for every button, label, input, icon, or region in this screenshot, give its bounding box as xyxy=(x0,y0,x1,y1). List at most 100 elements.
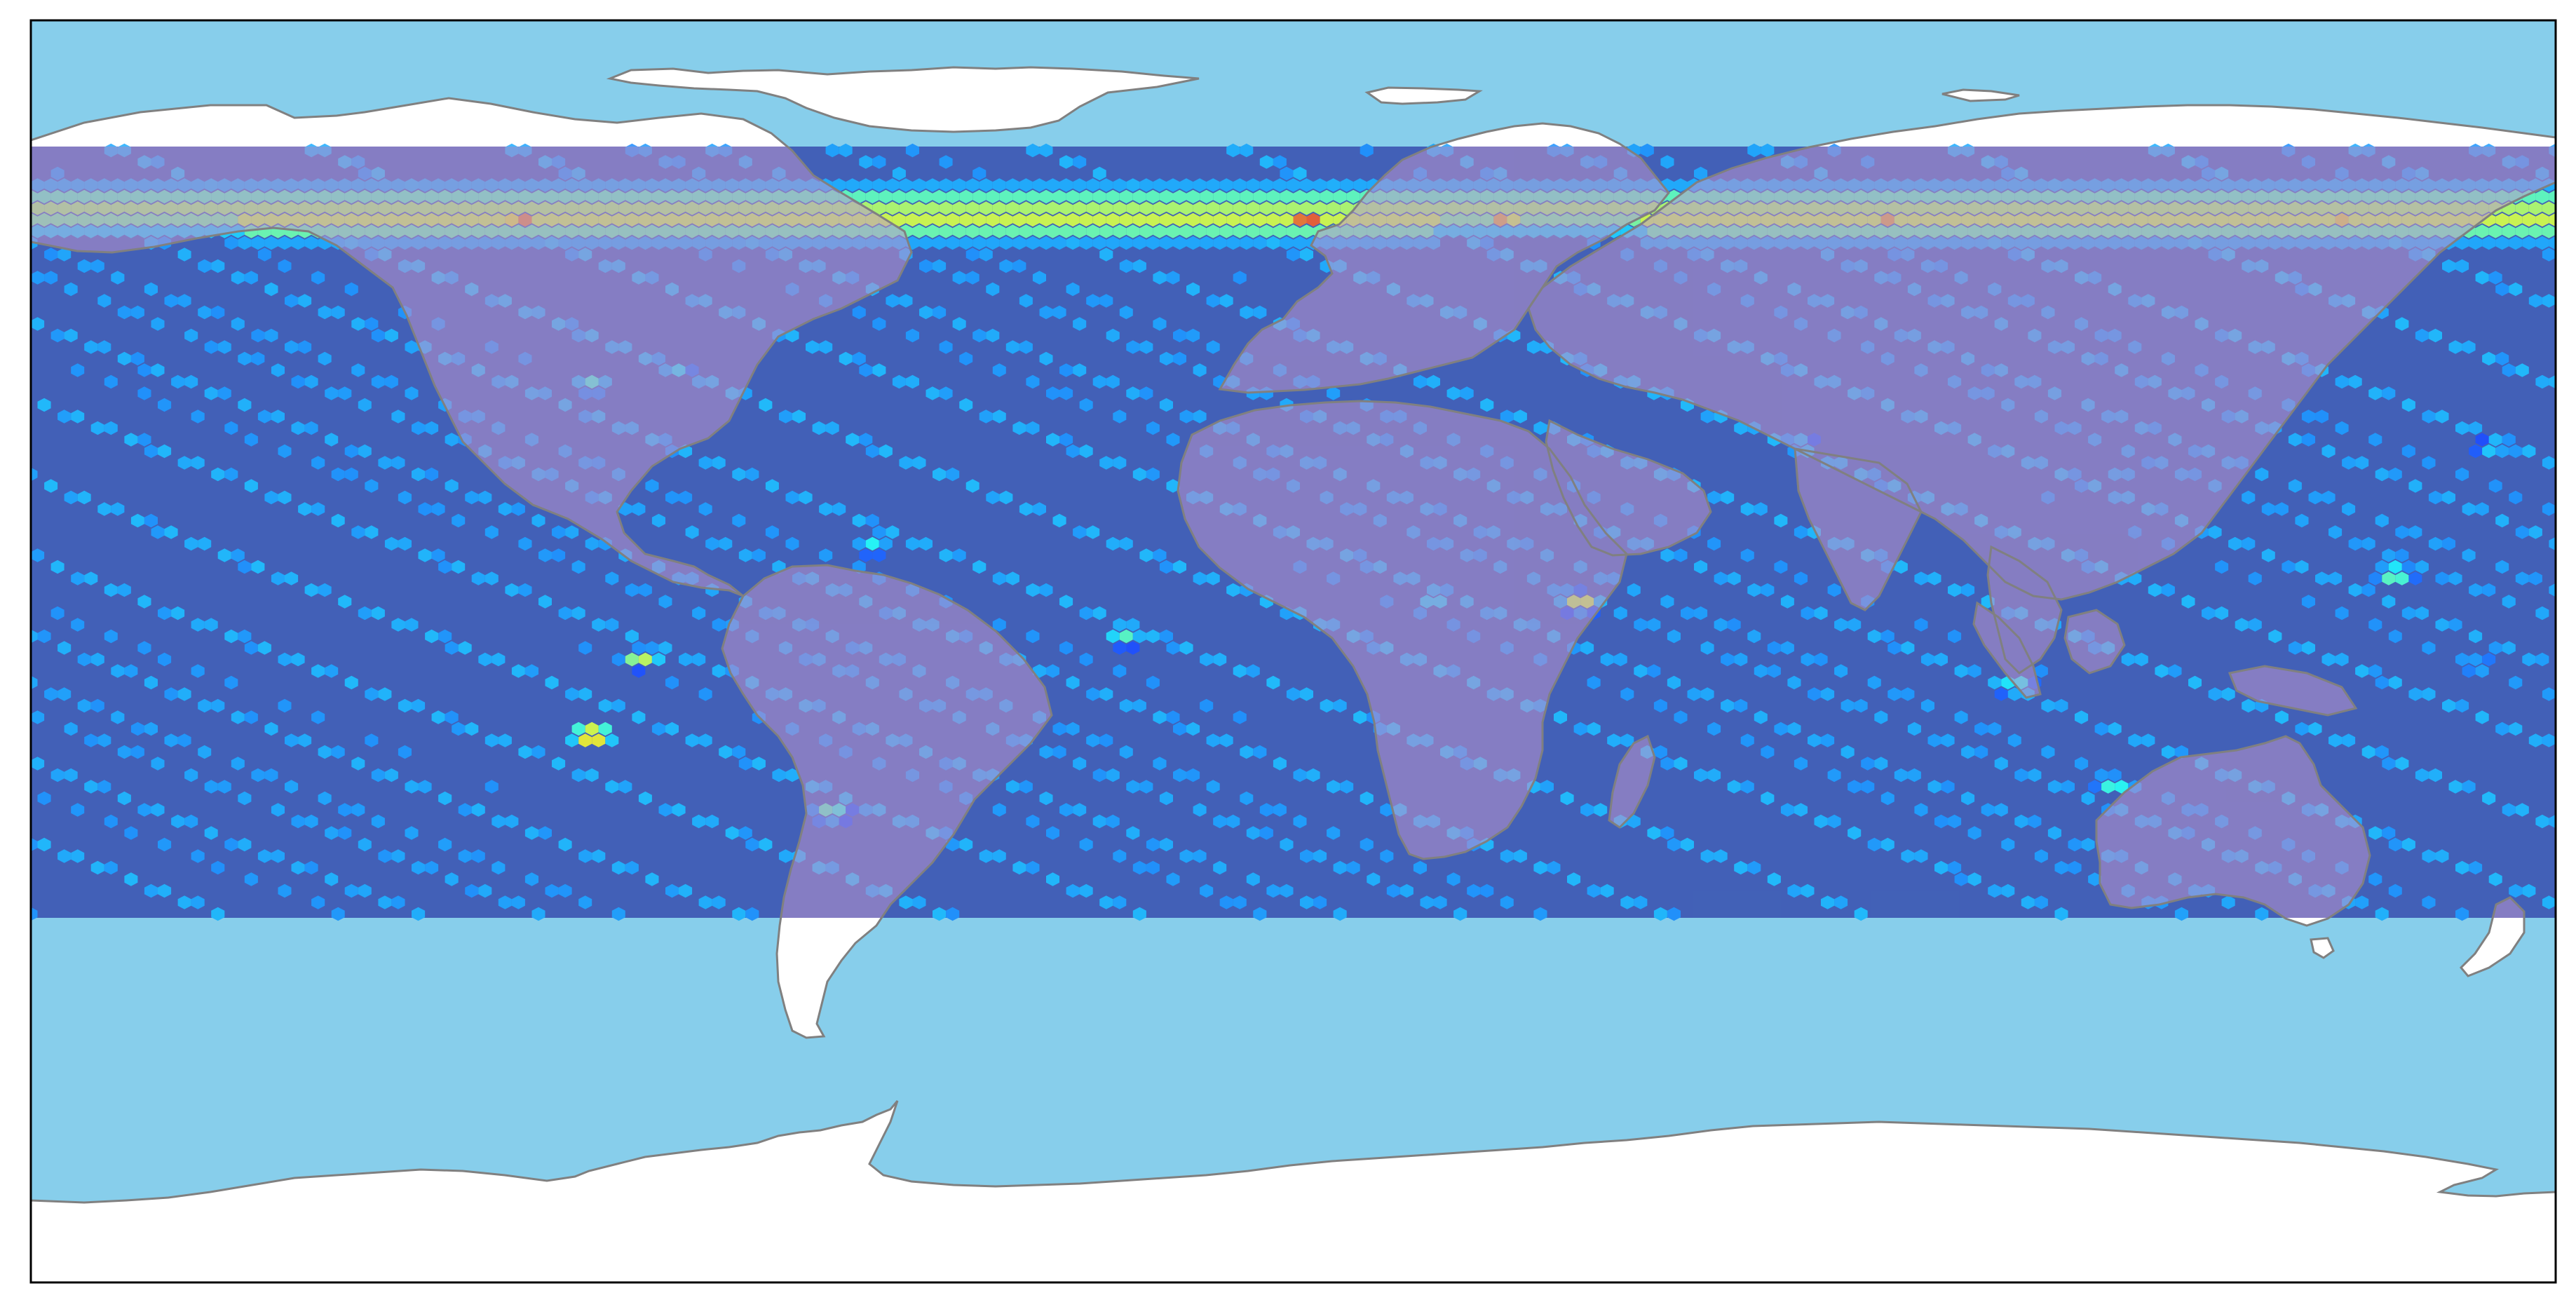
hexbin-cell xyxy=(765,525,779,539)
hexbin-cell xyxy=(177,456,191,470)
hexbin-cell xyxy=(438,791,452,806)
hexbin-cell xyxy=(1073,178,1087,192)
hexbin-cell xyxy=(117,305,131,320)
hexbin-cell xyxy=(1627,583,1641,597)
hexbin-cell xyxy=(1313,178,1327,192)
hexbin-cell xyxy=(1233,201,1247,215)
hexbin-cell xyxy=(1533,907,1547,921)
hexbin-cell xyxy=(365,687,379,701)
hexbin-cell xyxy=(325,826,339,840)
hexbin-cell xyxy=(759,837,773,852)
hexbin-cell xyxy=(378,687,392,701)
hexbin-cell xyxy=(1219,224,1233,238)
hexbin-cell xyxy=(933,212,947,227)
hexbin-cell xyxy=(311,664,325,678)
hexbin-cell xyxy=(1727,571,1741,585)
hexbin-cell xyxy=(211,467,225,482)
hexbin-cell xyxy=(1153,178,1167,192)
hexbin-cell xyxy=(1226,236,1240,250)
hexbin-cell xyxy=(50,606,65,621)
hexbin-cell xyxy=(1967,872,1981,886)
hexbin-cell xyxy=(1674,178,1688,192)
hexbin-cell xyxy=(1874,710,1888,724)
hexbin-cell xyxy=(137,363,151,377)
hexbin-cell xyxy=(1226,189,1240,204)
hexbin-cell xyxy=(198,698,212,713)
hexbin-cell xyxy=(1139,780,1153,794)
hexbin-cell xyxy=(1019,340,1033,354)
hexbin-cell xyxy=(672,803,686,817)
hexbin-cell xyxy=(1767,872,1781,886)
hexbin-cell xyxy=(50,328,65,343)
hexbin-cell xyxy=(2542,895,2556,909)
hexbin-cell xyxy=(1219,178,1233,192)
hexbin-cell xyxy=(1079,212,1093,227)
hexbin-cell xyxy=(2261,502,2275,516)
hexbin-cell xyxy=(1727,618,1741,632)
hexbin-cell xyxy=(1647,618,1661,632)
hexbin-cell xyxy=(992,178,1006,192)
hexbin-cell xyxy=(458,803,472,817)
hexbin-cell xyxy=(1653,698,1667,713)
hexbin-cell xyxy=(2515,525,2529,539)
hexbin-cell xyxy=(278,444,292,459)
hexbin-cell xyxy=(2348,583,2362,597)
hexbin-cell xyxy=(2208,525,2222,539)
hexbin-cell xyxy=(1200,698,1214,713)
hexbin-cell xyxy=(2555,621,2556,628)
hexbin-cell xyxy=(1634,664,1648,678)
hexbin-cell xyxy=(1246,826,1260,840)
hexbin-cell xyxy=(2555,459,2556,466)
hexbin-cell xyxy=(1901,687,1915,701)
hexbin-cell xyxy=(2001,837,2015,852)
hexbin-cell xyxy=(90,860,104,875)
hexbin-cell xyxy=(1841,745,1855,759)
hexbin-cell xyxy=(351,525,365,539)
hexbin-cell xyxy=(2308,490,2322,505)
hexbin-cell xyxy=(905,374,919,389)
hexbin-cell xyxy=(2141,733,2155,747)
hexbin-cell xyxy=(1173,560,1186,574)
hexbin-cell xyxy=(979,224,993,238)
hexbin-cell xyxy=(1059,363,1073,377)
hexbin-cell xyxy=(1848,826,1862,840)
hexbin-cell xyxy=(1446,872,1460,886)
hexbin-cell xyxy=(2181,595,2195,609)
hexbin-cell xyxy=(1099,895,1113,909)
hexbin-cell xyxy=(1073,803,1087,817)
hexbin-cell xyxy=(1079,837,1093,852)
hexbin-cell xyxy=(2395,571,2409,585)
hexbin-cell xyxy=(2235,618,2249,632)
hexbin-cell xyxy=(1113,224,1127,238)
hexbin-cell xyxy=(1740,780,1754,794)
hexbin-cell xyxy=(371,328,385,343)
hexbin-cell xyxy=(2301,641,2315,655)
hexbin-cell xyxy=(130,513,144,528)
hexbin-cell xyxy=(1988,722,2002,736)
hexbin-cell xyxy=(2054,907,2068,921)
hexbin-cell xyxy=(1019,502,1033,516)
hexbin-cell xyxy=(244,641,258,655)
hexbin-cell xyxy=(2462,548,2476,562)
hexbin-cell xyxy=(2361,536,2375,551)
hexbin-cell xyxy=(1761,143,1775,158)
hexbin-cell xyxy=(431,548,445,562)
hexbin-cell xyxy=(1113,641,1127,655)
hexbin-cell xyxy=(1132,467,1146,482)
hexbin-cell xyxy=(338,595,352,609)
hexbin-cell xyxy=(1340,201,1354,215)
hexbin-cell xyxy=(1219,733,1233,747)
hexbin-cell xyxy=(2535,652,2549,667)
hexbin-cell xyxy=(1700,409,1714,424)
hexbin-cell xyxy=(2115,780,2129,794)
hexbin-cell xyxy=(1092,189,1106,204)
coastline-asia xyxy=(1527,104,2556,601)
hexbin-cell xyxy=(365,525,379,539)
hexbin-cell xyxy=(1039,236,1053,250)
hexbin-cell xyxy=(1293,768,1307,783)
hexbin-cell xyxy=(2335,421,2349,435)
hexbin-cell xyxy=(1360,837,1374,852)
hexbin-cell xyxy=(1046,201,1059,215)
hexbin-cell xyxy=(2388,837,2402,852)
hexbin-cell xyxy=(1700,687,1714,701)
